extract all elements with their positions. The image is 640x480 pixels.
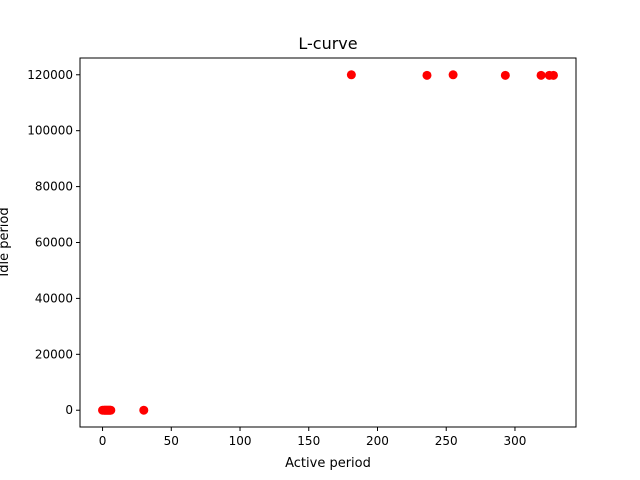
y-tick-label: 40000	[35, 291, 73, 305]
data-point	[139, 405, 149, 415]
data-point	[500, 70, 510, 80]
x-tick-label: 300	[504, 434, 527, 448]
y-tick-label: 0	[65, 403, 73, 417]
y-axis-label: Idle period	[0, 207, 12, 276]
y-tick-label: 120000	[27, 68, 73, 82]
plot-area	[98, 70, 558, 415]
data-point	[448, 70, 458, 80]
x-tick-label: 50	[164, 434, 179, 448]
x-tick-label: 150	[297, 434, 320, 448]
chart-title: L-curve	[298, 34, 357, 53]
data-point	[548, 70, 558, 80]
x-tick-label: 0	[99, 434, 107, 448]
y-tick-label: 60000	[35, 236, 73, 250]
x-axis-label: Active period	[285, 456, 371, 471]
y-tick-label: 100000	[27, 124, 73, 138]
y-tick-label: 20000	[35, 347, 73, 361]
x-tick-label: 250	[435, 434, 458, 448]
x-axis: 0 50 100 150 200 250 300	[99, 427, 527, 448]
data-point	[346, 70, 356, 80]
plot-frame	[79, 57, 577, 428]
data-point	[106, 405, 116, 415]
x-tick-label: 100	[229, 434, 252, 448]
x-tick-label: 200	[366, 434, 389, 448]
y-tick-label: 80000	[35, 180, 73, 194]
y-axis: 0 20000 40000 60000 80000 100000 120000	[27, 68, 80, 417]
data-point	[422, 70, 432, 80]
data-point	[536, 70, 546, 80]
